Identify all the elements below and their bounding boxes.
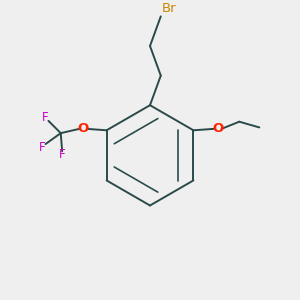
Text: Br: Br (162, 2, 177, 15)
Text: O: O (77, 122, 89, 135)
Text: F: F (59, 148, 65, 161)
Text: O: O (212, 122, 224, 135)
Text: F: F (42, 111, 48, 124)
Text: F: F (39, 141, 45, 154)
